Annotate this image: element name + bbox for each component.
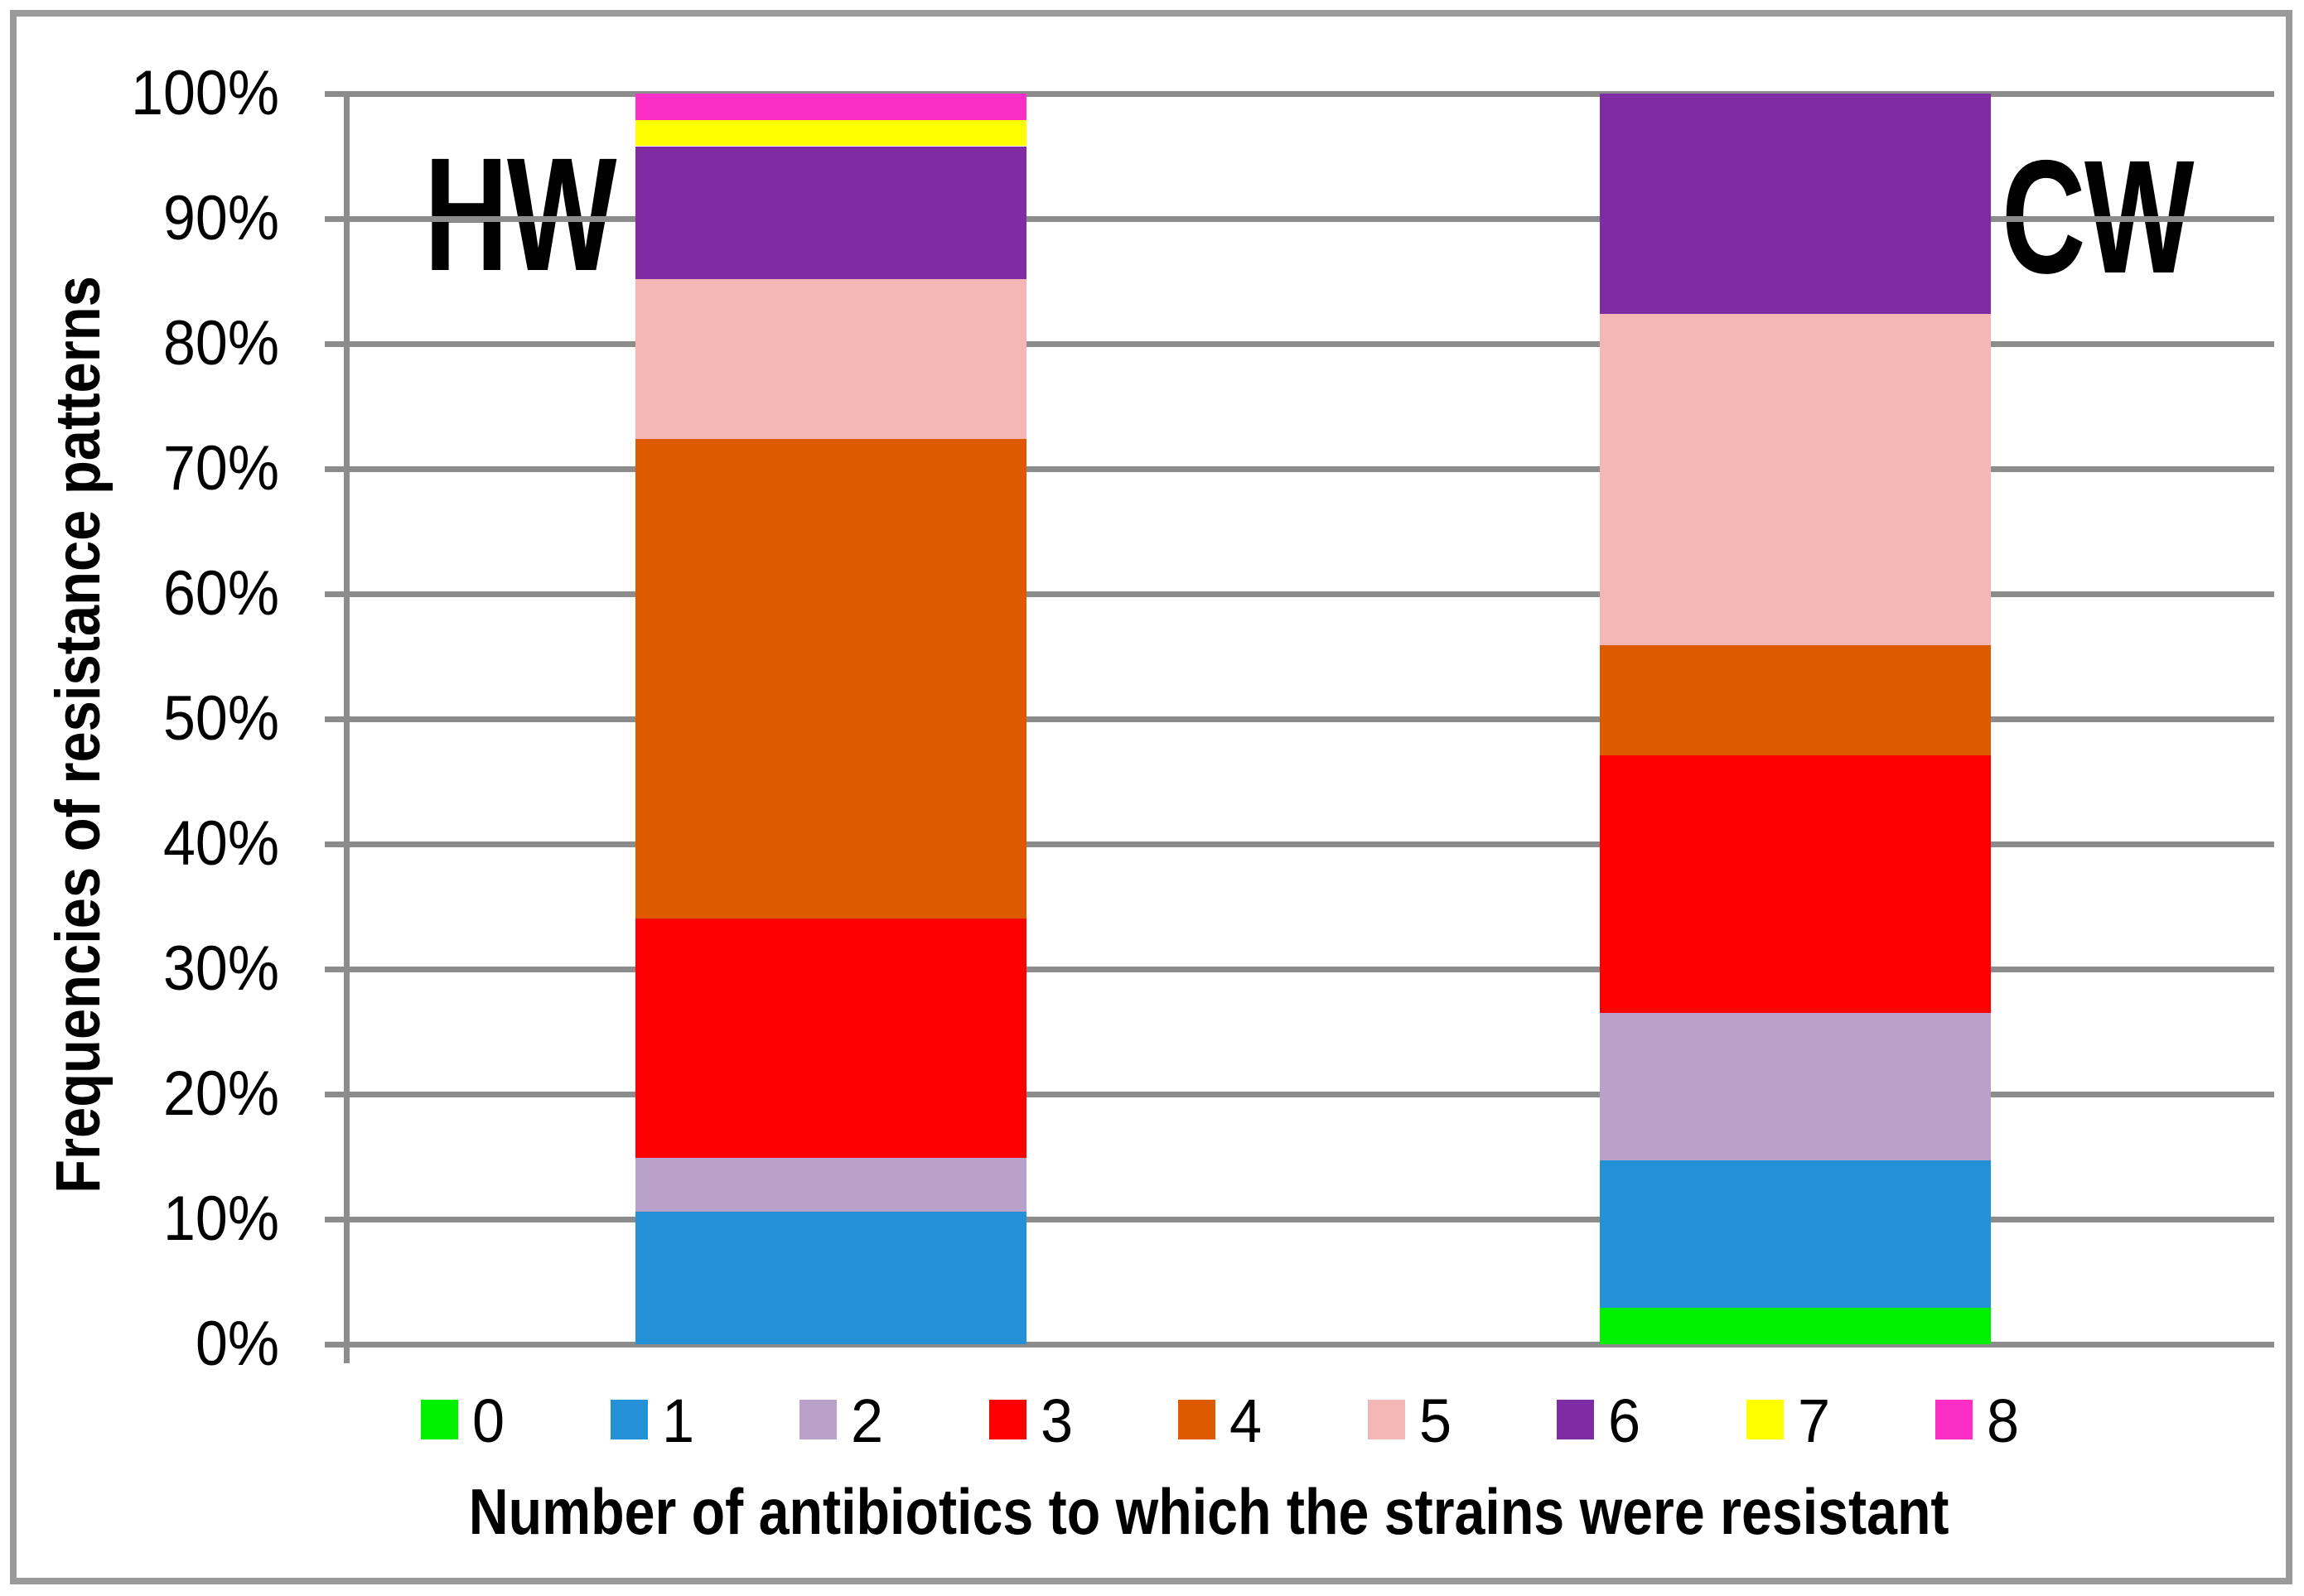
legend-swatch-6 (1557, 1400, 1594, 1439)
bar-segment-cw-0 (1600, 1308, 1991, 1344)
legend-swatch-7 (1746, 1400, 1784, 1439)
legend-label-0: 0 (472, 1386, 505, 1455)
gridline (325, 1342, 2274, 1348)
bar-hw (635, 94, 1026, 1344)
plot-area (325, 91, 2274, 1363)
gridline (325, 967, 2274, 972)
y-tick-label: 50% (163, 683, 279, 754)
bar-segment-hw-3 (635, 919, 1026, 1158)
bar-segment-hw-5 (635, 278, 1026, 440)
y-tick-label: 0% (195, 1309, 279, 1379)
y-tick-label: 20% (163, 1058, 279, 1129)
bar-segment-cw-4 (1600, 644, 1991, 755)
gridline (325, 216, 2274, 222)
legend-label-4: 4 (1229, 1386, 1263, 1455)
gridline (325, 716, 2274, 722)
y-tick-label: 90% (163, 183, 279, 253)
legend-swatch-5 (1367, 1400, 1405, 1439)
gridline (325, 466, 2274, 472)
bar-label-hw: HW (424, 124, 616, 305)
legend-label-6: 6 (1608, 1386, 1641, 1455)
bar-segment-hw-7 (635, 119, 1026, 147)
bar-segment-cw-1 (1600, 1160, 1991, 1309)
legend-swatch-1 (610, 1400, 648, 1439)
y-tick-label: 60% (163, 558, 279, 629)
x-axis-title: Number of antibiotics to which the strai… (468, 1475, 1949, 1548)
legend-label-2: 2 (851, 1386, 884, 1455)
y-tick-label: 40% (163, 808, 279, 879)
gridline (325, 1217, 2274, 1222)
bar-segment-cw-3 (1600, 755, 1991, 1013)
bar-segment-cw-5 (1600, 313, 1991, 645)
y-tick-label: 100% (131, 58, 279, 128)
bar-segment-hw-8 (635, 94, 1026, 120)
gridline (325, 841, 2274, 847)
y-tick-label: 70% (163, 433, 279, 504)
legend-swatch-8 (1935, 1400, 1973, 1439)
gridline (325, 1092, 2274, 1097)
legend-swatch-2 (799, 1400, 837, 1439)
y-tick-label: 80% (163, 308, 279, 379)
gridline (325, 591, 2274, 597)
legend-label-7: 7 (1797, 1386, 1830, 1455)
y-tick-label: 30% (163, 933, 279, 1004)
legend-swatch-0 (421, 1400, 458, 1439)
bar-segment-hw-2 (635, 1157, 1026, 1212)
legend-label-5: 5 (1418, 1386, 1451, 1455)
bar-segment-cw-6 (1600, 94, 1991, 314)
bar-segment-hw-4 (635, 439, 1026, 919)
y-axis-line (344, 94, 350, 1363)
bar-segment-cw-2 (1600, 1012, 1991, 1161)
y-tick-label: 10% (163, 1184, 279, 1254)
legend-swatch-3 (988, 1400, 1026, 1439)
legend-label-8: 8 (1987, 1386, 2020, 1455)
gridline (325, 91, 2274, 97)
bar-segment-hw-1 (635, 1211, 1026, 1344)
legend-label-3: 3 (1040, 1386, 1073, 1455)
legend-label-1: 1 (661, 1386, 694, 1455)
bar-segment-hw-6 (635, 146, 1026, 279)
legend-swatch-4 (1178, 1400, 1215, 1439)
bar-cw (1600, 94, 1991, 1344)
gridline (325, 341, 2274, 347)
